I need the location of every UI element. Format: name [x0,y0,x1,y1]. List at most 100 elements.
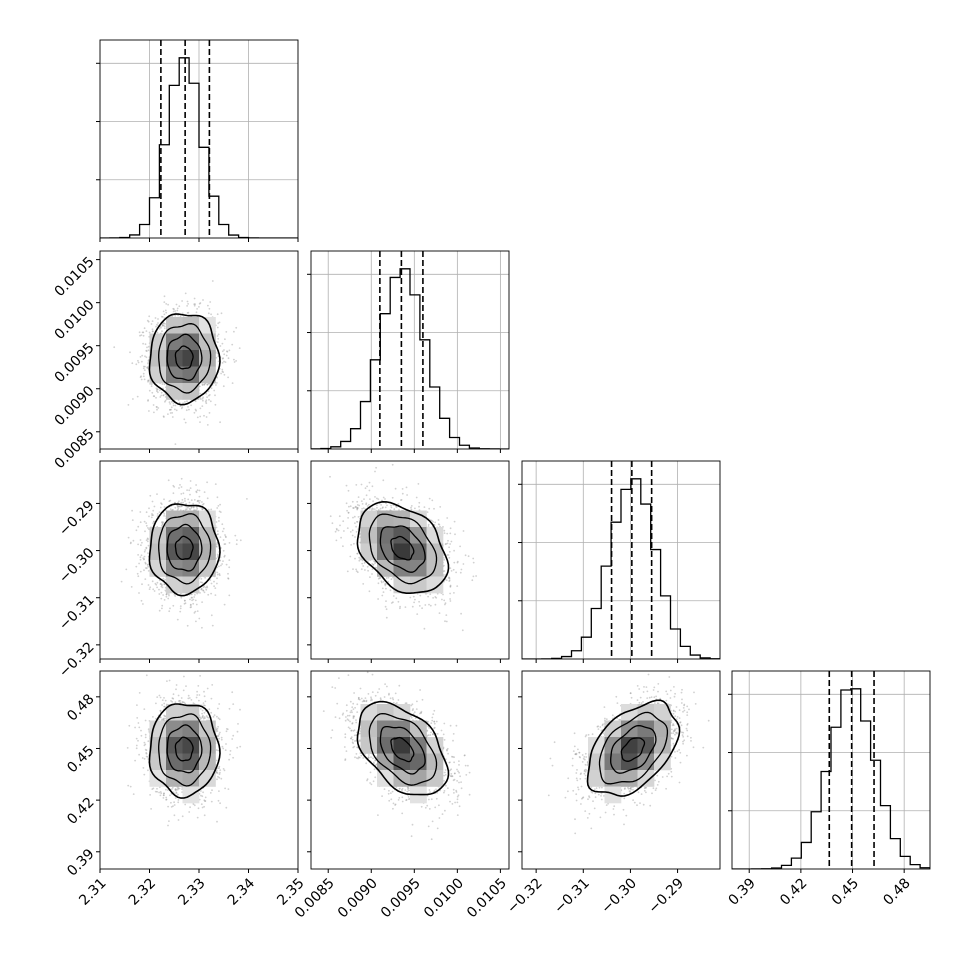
sample-point [167,593,170,595]
density-cell [149,560,167,577]
sample-point [163,322,165,324]
sample-point [145,567,148,570]
contour-3 [148,313,221,406]
sample-point [167,413,169,415]
sample-point [231,382,234,384]
sample-point [164,400,166,403]
sample-point [206,383,209,386]
sample-point [196,507,199,510]
histogram-0 [96,39,299,242]
sample-point [172,310,175,313]
sample-point [356,507,359,510]
sample-point [219,559,222,562]
sample-point [158,511,161,513]
sample-point [157,318,159,320]
sample-point [164,393,167,396]
sample-point [192,506,195,508]
sample-point [139,570,142,573]
sample-point [189,508,192,511]
sample-point [151,330,154,333]
sample-point [180,486,183,488]
sample-point [215,545,218,547]
sample-point [176,307,179,310]
sample-point [161,584,163,587]
sample-point [365,494,368,497]
sample-point [163,506,166,508]
sample-point [446,517,449,519]
y-tick-label: 0.0105 [52,254,98,300]
sample-point [130,541,132,544]
sample-point [207,394,210,397]
sample-point [336,528,338,531]
sample-point [165,311,168,314]
sample-point [160,502,162,504]
sample-point [179,505,181,508]
sample-point [189,487,192,489]
sample-point [207,593,210,596]
sample-point [139,558,142,561]
sample-point [443,532,446,534]
sample-point [421,607,423,610]
sample-point [160,326,162,329]
sample-point [145,511,148,514]
sample-point [147,379,150,382]
panel-content [329,463,477,632]
sample-point [216,507,219,509]
y-tick-label: 0.0085 [52,426,98,472]
sample-point [199,396,202,399]
sample-point [203,414,205,417]
sample-point [150,516,153,519]
sample-point [145,522,148,524]
sample-point [176,618,179,621]
sample-point [148,315,151,318]
sample-point [216,582,218,585]
sample-point [148,331,151,334]
sample-point [198,306,200,308]
sample-point [131,362,134,365]
sample-point [398,509,400,511]
sample-point [216,496,219,499]
sample-point [146,367,149,370]
sample-point [151,514,154,517]
sample-point [188,507,191,510]
sample-point [156,515,159,517]
sample-point [206,424,209,426]
sample-point [217,337,220,340]
sample-point [151,580,154,583]
sample-point [216,543,218,546]
sample-point [445,620,448,623]
sample-point [197,499,200,502]
sample-point [227,572,229,575]
sample-point [172,402,175,405]
sample-point [140,599,143,602]
sample-point [151,500,154,503]
sample-point [136,395,139,398]
sample-point [355,568,357,571]
sample-point [171,416,174,418]
sample-point [225,563,228,566]
sample-point [160,394,163,397]
sample-point [198,489,201,492]
sample-point [161,523,164,525]
sample-point [162,322,165,325]
sample-point [196,308,199,310]
sample-point [206,497,209,500]
density-cell [199,317,216,334]
sample-point [216,533,219,536]
sample-point [140,544,142,547]
sample-point [151,513,153,515]
sample-point [209,579,212,581]
sample-point [203,591,206,594]
sample-point [189,603,192,606]
sample-point [172,307,175,310]
sample-point [164,589,167,592]
sample-point [162,577,165,580]
sample-point [192,602,195,605]
contour-2 [158,323,212,394]
sample-point [202,399,204,402]
sample-point [196,416,199,419]
sample-point [145,547,148,550]
sample-point [356,520,358,523]
sample-point [226,350,228,353]
sample-point [196,500,199,503]
